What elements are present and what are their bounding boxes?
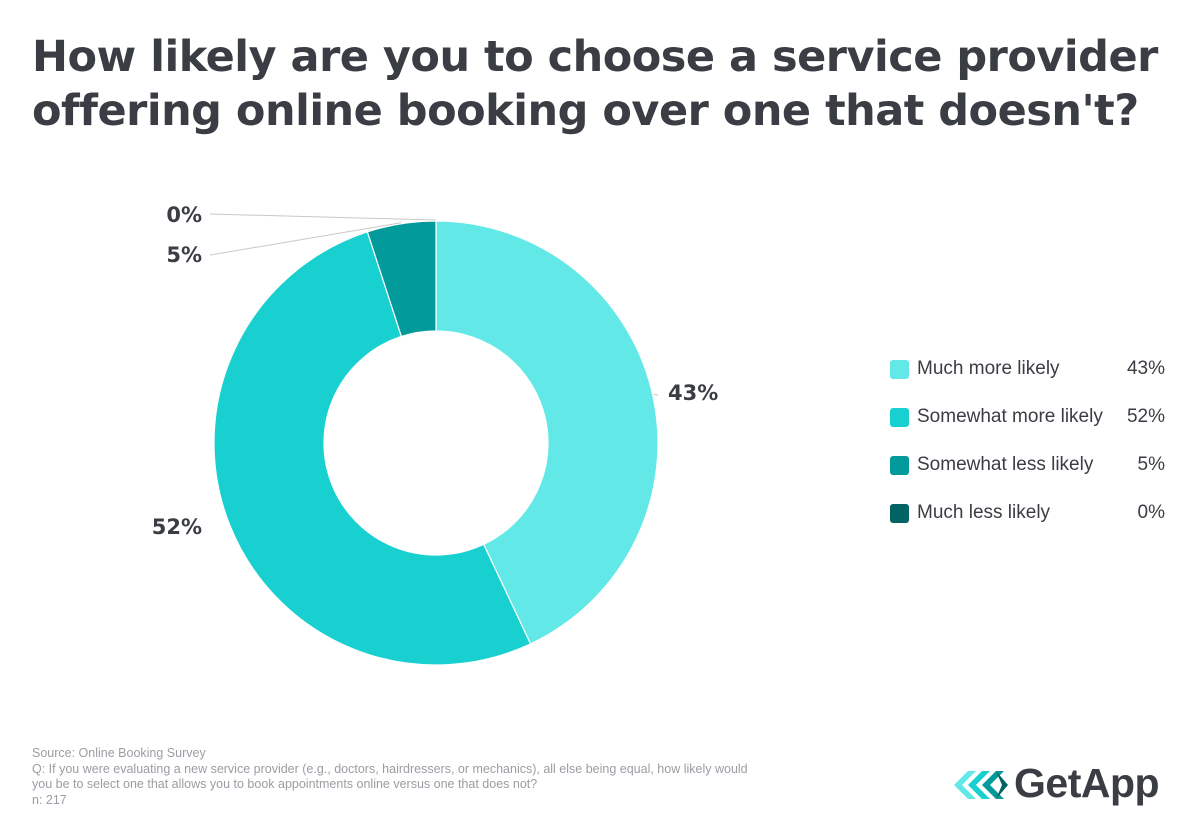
chart-title-line-1: How likely are you to choose a service p… xyxy=(32,32,1158,82)
donut-slice-somewhat-less-likely xyxy=(366,220,437,338)
legend-label: Much less likely xyxy=(917,502,1051,523)
legend-swatch xyxy=(890,504,909,523)
legend-label: Much more likely xyxy=(917,358,1060,379)
getapp-logo: GetApp xyxy=(952,760,1167,810)
data-label-much-less-likely: 0% xyxy=(166,203,202,227)
question-note-line-1: Q: If you were evaluating a new service … xyxy=(32,761,748,776)
legend-item-much-less-likely: Much less likely 0% xyxy=(890,500,1170,548)
sample-size-note: n: 217 xyxy=(32,792,67,807)
legend: Much more likely 43% Somewhat more likel… xyxy=(890,356,1170,548)
legend-value: 0% xyxy=(1137,502,1165,523)
legend-value: 5% xyxy=(1137,454,1165,475)
leader-line-much-more-likely xyxy=(653,393,659,396)
legend-item-somewhat-more-likely: Somewhat more likely 52% xyxy=(890,404,1170,452)
donut-slice-somewhat-more-likely xyxy=(213,231,532,666)
chart-title-line-2: offering online booking over one that do… xyxy=(32,86,1139,136)
leader-line-somewhat-less-likely xyxy=(209,222,402,256)
data-label-much-more-likely: 43% xyxy=(668,381,718,405)
legend-value: 52% xyxy=(1126,406,1165,427)
legend-swatch xyxy=(890,456,909,475)
legend-label: Somewhat more likely xyxy=(917,406,1103,427)
leader-line-much-less-likely xyxy=(209,213,437,221)
legend-swatch xyxy=(890,360,909,379)
legend-item-much-more-likely: Much more likely 43% xyxy=(890,356,1170,404)
legend-item-somewhat-less-likely: Somewhat less likely 5% xyxy=(890,452,1170,500)
source-note: Source: Online Booking Survey xyxy=(32,746,206,760)
question-note-line-2: you be to select one that allows you to … xyxy=(32,777,538,791)
donut-slice-much-more-likely xyxy=(435,220,659,645)
legend-swatch xyxy=(890,408,909,427)
logo-text: GetApp xyxy=(1014,760,1160,806)
chart-title: How likely are you to choose a service p… xyxy=(32,30,1182,138)
legend-value: 43% xyxy=(1126,358,1165,379)
data-label-somewhat-less-likely: 5% xyxy=(166,243,202,267)
footer-notes: Source: Online Booking Survey Q: If you … xyxy=(32,746,872,808)
legend-label: Somewhat less likely xyxy=(917,454,1094,475)
getapp-chevrons-icon xyxy=(954,771,1008,799)
data-label-somewhat-more-likely: 52% xyxy=(152,515,202,539)
